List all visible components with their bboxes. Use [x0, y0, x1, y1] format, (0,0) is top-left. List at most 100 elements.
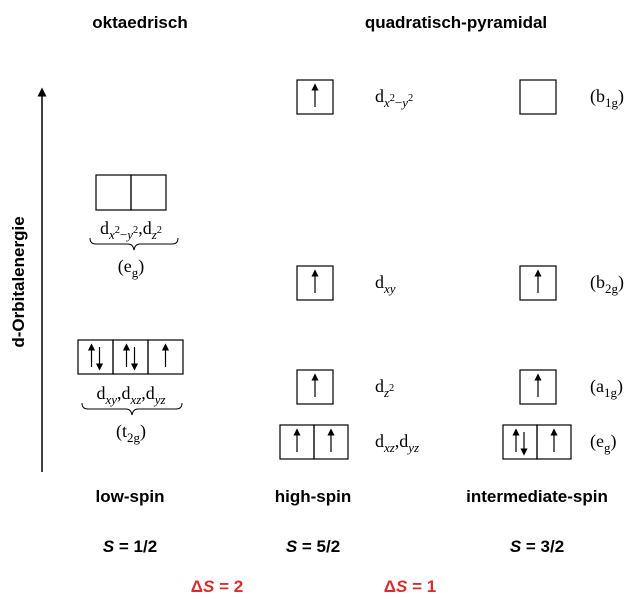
text-part: 2g: [127, 430, 140, 445]
orbital-box: [296, 79, 334, 115]
symmetry-label: (eg): [590, 431, 616, 455]
symmetry-label: (a1g): [590, 376, 623, 400]
orbital-box: [112, 339, 149, 375]
text-part: ,d: [117, 383, 131, 403]
text-part: (t: [116, 421, 127, 442]
text-part: ): [138, 256, 144, 277]
orbital-label: dz2: [375, 376, 394, 400]
symmetry-label: (b1g): [590, 86, 624, 110]
spin-value: S = 5/2: [286, 537, 340, 556]
text-part: g: [132, 265, 139, 280]
text-part: (b: [590, 272, 605, 293]
spin-value: S = 1/2: [103, 537, 157, 556]
text-part: 2g: [605, 281, 618, 296]
text-part: = 3/2: [521, 537, 564, 556]
text-part: x: [108, 227, 115, 242]
text-part: d: [96, 383, 105, 403]
text-part: d: [375, 431, 384, 451]
orbital-box: [95, 174, 132, 211]
text-part: ,d: [141, 383, 155, 403]
text-part: = 1: [407, 577, 436, 596]
text-part: = 5/2: [297, 537, 340, 556]
text-part: (e: [590, 431, 604, 452]
text-part: = 2: [214, 577, 243, 596]
header-right: quadratisch-pyramidal: [365, 13, 547, 32]
text-part: d: [100, 218, 109, 238]
text-part: ): [140, 421, 146, 442]
spin-state: high-spin: [275, 487, 351, 506]
text-part: yz: [406, 440, 419, 455]
text-part: (a: [590, 376, 604, 397]
text-part: 2: [389, 383, 394, 394]
spin-state: intermediate-spin: [466, 487, 608, 506]
text-part: g: [604, 440, 611, 455]
text-part: S: [510, 537, 522, 556]
text-part: 2: [115, 225, 120, 236]
text-part: −: [395, 95, 402, 110]
orbital-box: [519, 79, 557, 115]
orbital-box: [519, 265, 557, 301]
header-left: oktaedrisch: [92, 13, 187, 32]
orbital-box: [130, 174, 167, 211]
text-part: = 1/2: [114, 537, 157, 556]
text-part: (e: [118, 256, 132, 277]
text-part: (b: [590, 86, 605, 107]
text-part: S: [203, 577, 215, 596]
text-part: xz: [129, 392, 141, 407]
text-part: ,d: [395, 431, 409, 451]
text-part: ): [618, 86, 624, 107]
text-part: ): [617, 376, 623, 397]
text-part: −: [120, 227, 127, 242]
orbital-box: [147, 339, 184, 375]
text-part: S: [286, 537, 298, 556]
orbital-box: [296, 369, 334, 405]
text-part: z: [151, 227, 157, 242]
orbital-box: [313, 424, 349, 460]
delta-spin: ΔS = 1: [384, 577, 436, 596]
delta-spin: ΔS = 2: [191, 577, 243, 596]
text-part: y: [125, 227, 133, 242]
orbital-box: [536, 424, 572, 460]
orbital-label: dx2−y2: [375, 86, 413, 110]
text-part: S: [103, 537, 115, 556]
text-part: 2: [133, 225, 138, 236]
text-part: 1g: [604, 385, 617, 400]
text-part: xy: [104, 392, 117, 407]
text-part: 2: [390, 93, 395, 104]
text-part: xz: [383, 440, 395, 455]
brace: [89, 237, 179, 251]
text-part: 1g: [605, 95, 618, 110]
text-part: d: [375, 376, 384, 396]
text-part: Δ: [384, 577, 396, 596]
text-part: Δ: [191, 577, 203, 596]
orbital-box: [519, 369, 557, 405]
orbital-label: dxy: [375, 272, 396, 296]
axis-label: d-Orbitalenergie: [9, 216, 28, 347]
text-part: yz: [153, 392, 166, 407]
text-part: ): [610, 431, 616, 452]
spin-state: low-spin: [96, 487, 165, 506]
text-part: z: [383, 385, 389, 400]
text-part: ,d: [138, 218, 152, 238]
text-part: 2: [157, 225, 162, 236]
text-part: x: [383, 95, 390, 110]
orbital-box: [502, 424, 538, 460]
orbital-box: [296, 265, 334, 301]
text-part: d: [375, 272, 384, 292]
orbital-label: dxy,dxz,dyz: [96, 383, 165, 407]
orbital-label: dxz,dyz: [375, 431, 419, 455]
text-part: S: [396, 577, 408, 596]
text-part: ): [618, 272, 624, 293]
symmetry-label: (b2g): [590, 272, 624, 296]
symmetry-label: (eg): [118, 256, 144, 280]
orbital-box: [77, 339, 114, 375]
orbital-label: dx2−y2,dz2: [100, 218, 162, 242]
spin-value: S = 3/2: [510, 537, 564, 556]
text-part: y: [400, 95, 408, 110]
text-part: xy: [383, 281, 396, 296]
brace: [81, 402, 183, 416]
symmetry-label: (t2g): [116, 421, 146, 445]
text-part: 2: [408, 93, 413, 104]
text-part: d: [375, 86, 384, 106]
